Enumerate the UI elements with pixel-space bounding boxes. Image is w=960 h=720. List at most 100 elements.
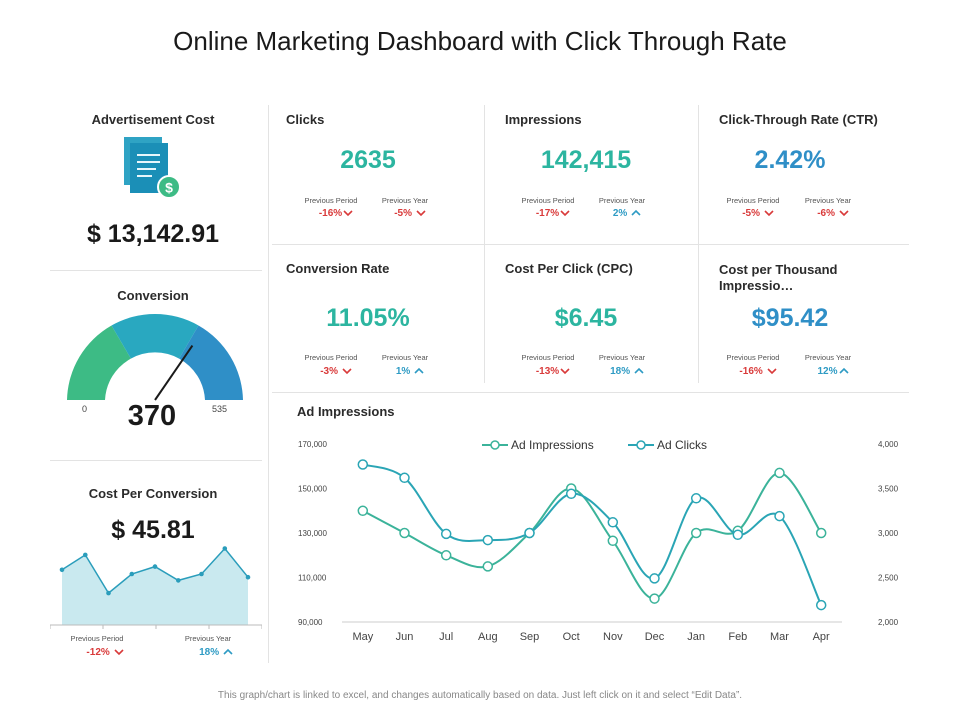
gauge-segment-3 <box>179 325 243 400</box>
y-right-tick-label: 3,500 <box>878 485 899 494</box>
x-tick-label: Jul <box>439 631 453 643</box>
y-left-tick-label: 150,000 <box>298 485 327 494</box>
chevron-up-icon <box>414 368 424 374</box>
cpc-label: Cost Per Click (CPC) <box>505 261 633 276</box>
conversion-rate-py-label: Previous Year <box>381 353 429 362</box>
cpc-py-delta: 18% <box>592 366 662 377</box>
ctr-py-label: Previous Year <box>804 196 852 205</box>
gauge-max-label: 535 <box>212 404 228 414</box>
chevron-down-icon <box>560 210 570 217</box>
y-right-tick-label: 2,500 <box>878 574 899 583</box>
divider <box>50 270 262 271</box>
chevron-up-icon <box>634 368 644 374</box>
conversion-gauge <box>67 313 243 401</box>
chevron-down-icon <box>839 210 849 217</box>
data-point <box>565 488 577 500</box>
data-point <box>482 561 494 572</box>
data-point <box>440 528 452 540</box>
sparkline-point <box>129 571 135 577</box>
sparkline-point <box>106 590 111 596</box>
legend-marker <box>490 440 500 450</box>
cost-per-conversion-label: Cost Per Conversion <box>88 486 218 501</box>
sparkline-point <box>222 546 228 551</box>
divider <box>272 244 909 245</box>
clicks-py-label: Previous Year <box>381 196 429 205</box>
data-point <box>399 527 410 539</box>
conversion-label: Conversion <box>117 288 189 303</box>
conversion-rate-pp-delta: -3% <box>301 366 371 377</box>
clicks-pp-delta: -16% <box>301 208 371 219</box>
data-point <box>607 535 619 547</box>
y-right-tick-label: 4,000 <box>878 440 899 449</box>
chevron-down-icon <box>113 649 124 656</box>
data-point <box>482 534 494 546</box>
x-tick-label: Feb <box>728 631 747 643</box>
data-point <box>815 527 827 539</box>
conversion-rate-pp-label: Previous Period <box>304 353 358 362</box>
impressions-label: Impressions <box>505 112 582 127</box>
sparkline-point <box>176 578 181 583</box>
data-point <box>440 550 452 561</box>
data-point <box>815 599 827 611</box>
x-tick-label: Apr <box>813 631 830 643</box>
data-point <box>732 529 744 541</box>
ad-impressions-chart: 170,000 150,000 130,000 110,000 90,000 4,000 3… <box>298 438 899 643</box>
x-tick-label: Oct <box>563 631 580 643</box>
y-right-tick-label: 2,000 <box>878 618 899 627</box>
y-left-tick-label: 130,000 <box>298 529 327 538</box>
svg-text:$: $ <box>165 180 173 196</box>
y-left-tick-label: 110,000 <box>298 574 327 583</box>
invoice-dollar-icon: $ <box>124 137 181 199</box>
impressions-py-delta: 2% <box>592 208 662 219</box>
x-tick-label: Sep <box>520 631 540 643</box>
ad-cost-value: $ 13,142.91 <box>86 220 220 248</box>
chevron-up-icon <box>631 210 641 216</box>
conversion-rate-value: 11.05% <box>326 304 410 332</box>
ctr-value: 2.42% <box>754 146 826 174</box>
clicks-value: 2635 <box>340 146 396 174</box>
sparkline-point <box>199 571 204 577</box>
data-point <box>649 573 660 584</box>
cpm-label-line1: Cost per Thousand <box>719 262 838 277</box>
chart-title: Ad Impressions <box>297 404 395 419</box>
cost-per-conversion-value: $ 45.81 <box>111 516 195 544</box>
data-point <box>774 510 785 522</box>
cpc-py-label: Previous Year <box>598 353 646 362</box>
data-point <box>690 527 702 539</box>
impressions-pp-label: Previous Period <box>521 196 575 205</box>
legend-label: Ad Clicks <box>657 438 707 452</box>
gauge-segment-1 <box>67 325 131 400</box>
divider <box>268 105 269 663</box>
series-line-1 <box>362 471 823 600</box>
x-tick-label: Nov <box>603 631 623 643</box>
divider <box>50 460 262 461</box>
cpm-label: Cost per Thousand Impressio… <box>719 262 837 294</box>
cpconv-py-label: Previous Year <box>184 634 232 643</box>
y-left-tick-label: 90,000 <box>298 618 323 627</box>
ctr-pp-label: Previous Period <box>726 196 780 205</box>
y-left-tick-label: 170,000 <box>298 440 327 449</box>
cpm-py-label: Previous Year <box>804 353 852 362</box>
data-point <box>524 527 535 539</box>
data-point <box>399 472 410 484</box>
ctr-label: Click-Through Rate (CTR) <box>719 112 878 127</box>
gauge-min-label: 0 <box>82 404 88 414</box>
data-point <box>690 493 702 504</box>
cpm-value: $95.42 <box>751 304 829 332</box>
conversion-rate-py-delta: 1% <box>375 366 445 377</box>
conversion-value: 370 <box>127 400 177 432</box>
ctr-py-delta: -6% <box>798 208 868 219</box>
chevron-down-icon <box>766 368 777 375</box>
sparkline-point <box>245 574 251 580</box>
x-tick-label: Dec <box>645 631 665 643</box>
impressions-pp-delta: -17% <box>518 208 588 219</box>
cpm-pp-label: Previous Period <box>726 353 780 362</box>
x-tick-label: May <box>352 631 373 643</box>
data-point <box>357 505 369 517</box>
cpm-py-delta: 12% <box>798 366 868 377</box>
chevron-down-icon <box>342 368 352 375</box>
y-right-tick-label: 3,000 <box>878 529 899 538</box>
data-point <box>649 593 660 604</box>
clicks-pp-label: Previous Period <box>304 196 358 205</box>
conversion-rate-label: Conversion Rate <box>286 261 390 276</box>
